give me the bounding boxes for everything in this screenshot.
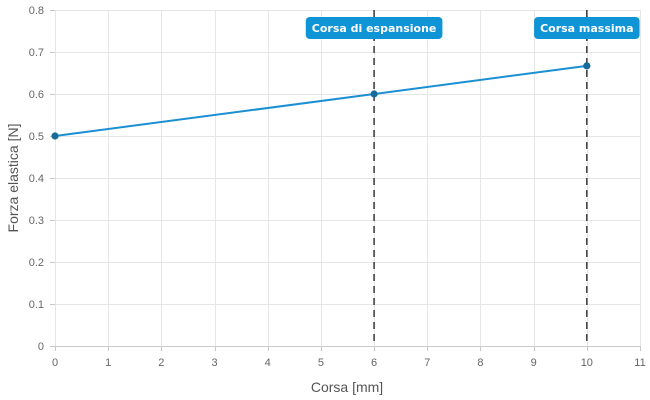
y-tick-label: 0.4	[29, 173, 44, 185]
x-tick-label: 10	[581, 357, 593, 369]
y-tick-label: 0.3	[29, 215, 44, 227]
series	[51, 62, 591, 140]
grid	[55, 10, 641, 347]
annotation-label: Corsa massima	[534, 17, 640, 39]
y-tick-label: 0.2	[29, 257, 44, 269]
x-tick-label: 8	[477, 357, 483, 369]
annotation-label-box	[305, 17, 443, 39]
x-tick-label: 6	[371, 357, 377, 369]
y-tick-label: 0	[38, 341, 44, 353]
x-tick-label: 1	[105, 357, 111, 369]
x-axis-title: Corsa [mm]	[311, 379, 383, 395]
annotation-label: Corsa di espansione	[305, 17, 443, 39]
series-line	[54, 64, 587, 137]
data-point	[583, 62, 591, 70]
annotation-labels: Corsa di espansione Corsa massima	[305, 17, 640, 39]
annotation-label-text: Corsa di espansione	[312, 22, 437, 35]
annotation-label-text: Corsa massima	[540, 22, 634, 35]
x-tick-label: 5	[318, 357, 324, 369]
data-point	[370, 90, 378, 98]
x-tick-label: 4	[265, 357, 271, 369]
x-tick-label: 7	[424, 357, 430, 369]
x-tick-label: 9	[531, 357, 537, 369]
y-axis-title: Forza elastica [N]	[5, 124, 21, 233]
annotation-label-box	[534, 17, 640, 39]
x-tick-label: 3	[211, 357, 217, 369]
annotation-lines	[373, 10, 588, 346]
x-tick-label: 11	[634, 357, 645, 369]
y-tick-label: 0.8	[29, 5, 44, 17]
x-tick-label: 2	[158, 357, 164, 369]
y-tick-label: 0.6	[29, 89, 44, 101]
y-tick-label: 0.5	[29, 131, 44, 143]
data-point	[51, 132, 59, 140]
x-tick-label: 0	[52, 357, 58, 369]
y-tick-label: 0.1	[29, 299, 44, 311]
axes: 0 1 2 3 4 5 6 7 8 9 10 11 0 0.1 0.2 0.3 0.4 0.5 0.6 0.7 0.8	[29, 5, 646, 369]
y-tick-label: 0.7	[29, 47, 44, 59]
